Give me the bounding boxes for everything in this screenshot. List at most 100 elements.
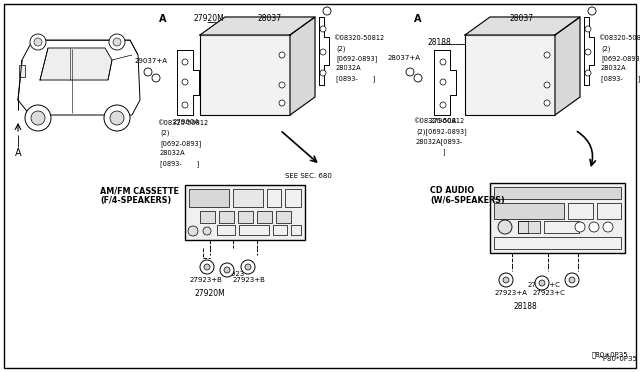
Circle shape	[188, 226, 198, 236]
Text: A: A	[15, 148, 21, 158]
Bar	[276, 211, 291, 223]
Bar	[200, 35, 290, 115]
Bar	[518, 221, 540, 233]
Bar	[291, 225, 301, 235]
Circle shape	[109, 34, 125, 50]
Text: A: A	[159, 14, 167, 24]
Circle shape	[220, 263, 234, 277]
Text: (2): (2)	[601, 45, 611, 51]
Text: (W/6-SPEAKERS): (W/6-SPEAKERS)	[430, 196, 505, 205]
Circle shape	[544, 100, 550, 106]
Text: 28037: 28037	[510, 14, 534, 23]
Text: 27923+A: 27923+A	[495, 290, 528, 296]
Bar	[544, 221, 579, 233]
Circle shape	[440, 59, 446, 65]
Circle shape	[200, 260, 214, 274]
Circle shape	[203, 227, 211, 235]
Bar	[217, 225, 235, 235]
Circle shape	[323, 7, 331, 15]
Circle shape	[440, 79, 446, 85]
Text: 27920M: 27920M	[193, 14, 224, 23]
Text: 28032A: 28032A	[160, 150, 186, 156]
Text: ]: ]	[442, 148, 445, 155]
Circle shape	[589, 222, 599, 232]
Text: ^P80*0P35: ^P80*0P35	[597, 356, 637, 362]
Circle shape	[320, 49, 326, 55]
Circle shape	[440, 102, 446, 108]
Bar	[19, 65, 25, 77]
Text: 28037+A: 28037+A	[388, 55, 421, 61]
Text: 28032A[0893-: 28032A[0893-	[416, 138, 463, 145]
Text: 29037+A: 29037+A	[135, 58, 168, 64]
Polygon shape	[319, 17, 329, 85]
Bar	[257, 211, 272, 223]
Circle shape	[503, 277, 509, 283]
Text: [0893-       ]: [0893- ]	[160, 160, 199, 167]
Circle shape	[585, 26, 591, 32]
Circle shape	[152, 74, 160, 82]
Bar	[597, 203, 621, 219]
Text: 27960A: 27960A	[173, 119, 200, 125]
Text: [0692-0893]: [0692-0893]	[160, 140, 201, 147]
Bar	[219, 211, 234, 223]
Circle shape	[320, 26, 326, 32]
Circle shape	[110, 111, 124, 125]
Circle shape	[182, 102, 188, 108]
Circle shape	[585, 49, 591, 55]
Circle shape	[279, 100, 285, 106]
Circle shape	[224, 267, 230, 273]
Text: 27923+B: 27923+B	[233, 277, 266, 283]
Bar	[267, 189, 281, 207]
Circle shape	[104, 105, 130, 131]
Circle shape	[565, 273, 579, 287]
Polygon shape	[584, 17, 594, 85]
Bar	[189, 189, 229, 207]
Text: 27920M: 27920M	[195, 289, 225, 298]
Text: 27923+B: 27923+B	[190, 277, 223, 283]
Circle shape	[31, 111, 45, 125]
Circle shape	[544, 52, 550, 58]
Circle shape	[144, 68, 152, 76]
Circle shape	[241, 260, 255, 274]
Circle shape	[585, 70, 591, 76]
Circle shape	[575, 222, 585, 232]
Bar	[518, 221, 528, 233]
Circle shape	[113, 38, 121, 46]
Text: 27923+C: 27923+C	[528, 282, 561, 288]
Bar	[465, 35, 555, 115]
Text: [0893-       ]: [0893- ]	[601, 75, 640, 82]
Text: ©08320-50812: ©08320-50812	[333, 35, 384, 41]
Circle shape	[34, 38, 42, 46]
Text: CD AUDIO: CD AUDIO	[430, 186, 474, 195]
Text: 28037: 28037	[258, 14, 282, 23]
Polygon shape	[40, 48, 112, 80]
Circle shape	[30, 34, 46, 50]
Polygon shape	[290, 17, 315, 115]
Text: 27923: 27923	[223, 271, 245, 277]
Text: 市80∗0P35: 市80∗0P35	[591, 352, 628, 358]
Text: 28188: 28188	[428, 38, 452, 47]
Text: ©08320-50812: ©08320-50812	[413, 118, 464, 124]
Circle shape	[245, 264, 251, 270]
Text: [0692-0893]: [0692-0893]	[601, 55, 640, 62]
Text: A: A	[414, 14, 422, 24]
Bar	[494, 203, 564, 219]
Bar	[239, 225, 269, 235]
Bar	[494, 187, 621, 199]
Bar	[494, 237, 621, 249]
Text: ©08320-50812: ©08320-50812	[157, 120, 208, 126]
Polygon shape	[555, 17, 580, 115]
Text: AM/FM CASSETTE: AM/FM CASSETTE	[100, 186, 179, 195]
Circle shape	[588, 7, 596, 15]
Text: (2)[0692-0893]: (2)[0692-0893]	[416, 128, 467, 135]
Polygon shape	[18, 40, 140, 115]
Circle shape	[499, 273, 513, 287]
Text: 28032A: 28032A	[601, 65, 627, 71]
Polygon shape	[465, 17, 580, 35]
Text: 27923+C: 27923+C	[533, 290, 566, 296]
Bar	[200, 211, 215, 223]
Polygon shape	[434, 50, 456, 115]
Text: 28032A: 28032A	[336, 65, 362, 71]
Bar	[273, 225, 287, 235]
Bar	[233, 189, 263, 207]
